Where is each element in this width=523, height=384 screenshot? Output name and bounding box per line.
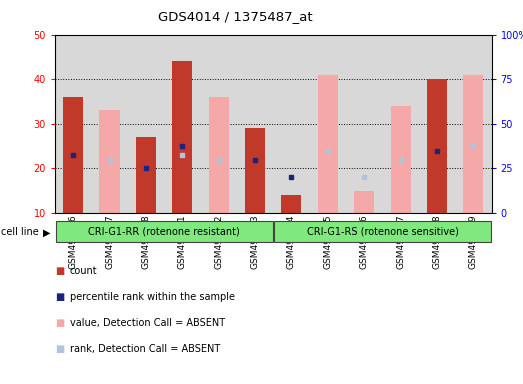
Bar (128, 35, 164, 213)
Bar (382, 35, 419, 213)
Text: ■: ■ (55, 292, 65, 302)
Bar (200, 35, 237, 213)
Bar (164, 35, 200, 213)
Text: ▶: ▶ (43, 228, 50, 238)
Bar (281, 195, 301, 213)
Text: cell line: cell line (1, 227, 39, 237)
Bar (63, 97, 83, 213)
Text: CRI-G1-RR (rotenone resistant): CRI-G1-RR (rotenone resistant) (88, 226, 240, 237)
Bar (346, 35, 382, 213)
Bar (455, 35, 492, 213)
Text: value, Detection Call = ABSENT: value, Detection Call = ABSENT (70, 318, 225, 328)
Bar (318, 75, 338, 213)
Bar (209, 97, 229, 213)
Bar (237, 35, 273, 213)
Text: ■: ■ (55, 344, 65, 354)
Bar (273, 35, 310, 213)
Text: percentile rank within the sample: percentile rank within the sample (70, 292, 234, 302)
Text: CRI-G1-RS (rotenone sensitive): CRI-G1-RS (rotenone sensitive) (306, 226, 458, 237)
Bar (274, 221, 491, 242)
Bar (136, 137, 156, 213)
Text: ■: ■ (55, 266, 65, 276)
Bar (391, 106, 411, 213)
Bar (427, 79, 447, 213)
Text: rank, Detection Call = ABSENT: rank, Detection Call = ABSENT (70, 344, 220, 354)
Bar (55, 221, 272, 242)
Text: ■: ■ (55, 318, 65, 328)
Bar (354, 191, 374, 213)
Bar (310, 35, 346, 213)
Bar (419, 35, 455, 213)
Bar (463, 75, 483, 213)
Text: GDS4014 / 1375487_at: GDS4014 / 1375487_at (158, 10, 313, 23)
Bar (245, 128, 265, 213)
Bar (172, 61, 192, 213)
Bar (92, 35, 128, 213)
Text: count: count (70, 266, 97, 276)
Bar (99, 111, 120, 213)
Bar (55, 35, 92, 213)
